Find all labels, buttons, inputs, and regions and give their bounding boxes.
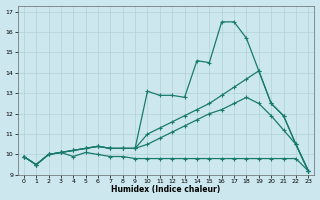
X-axis label: Humidex (Indice chaleur): Humidex (Indice chaleur) [111, 185, 221, 194]
